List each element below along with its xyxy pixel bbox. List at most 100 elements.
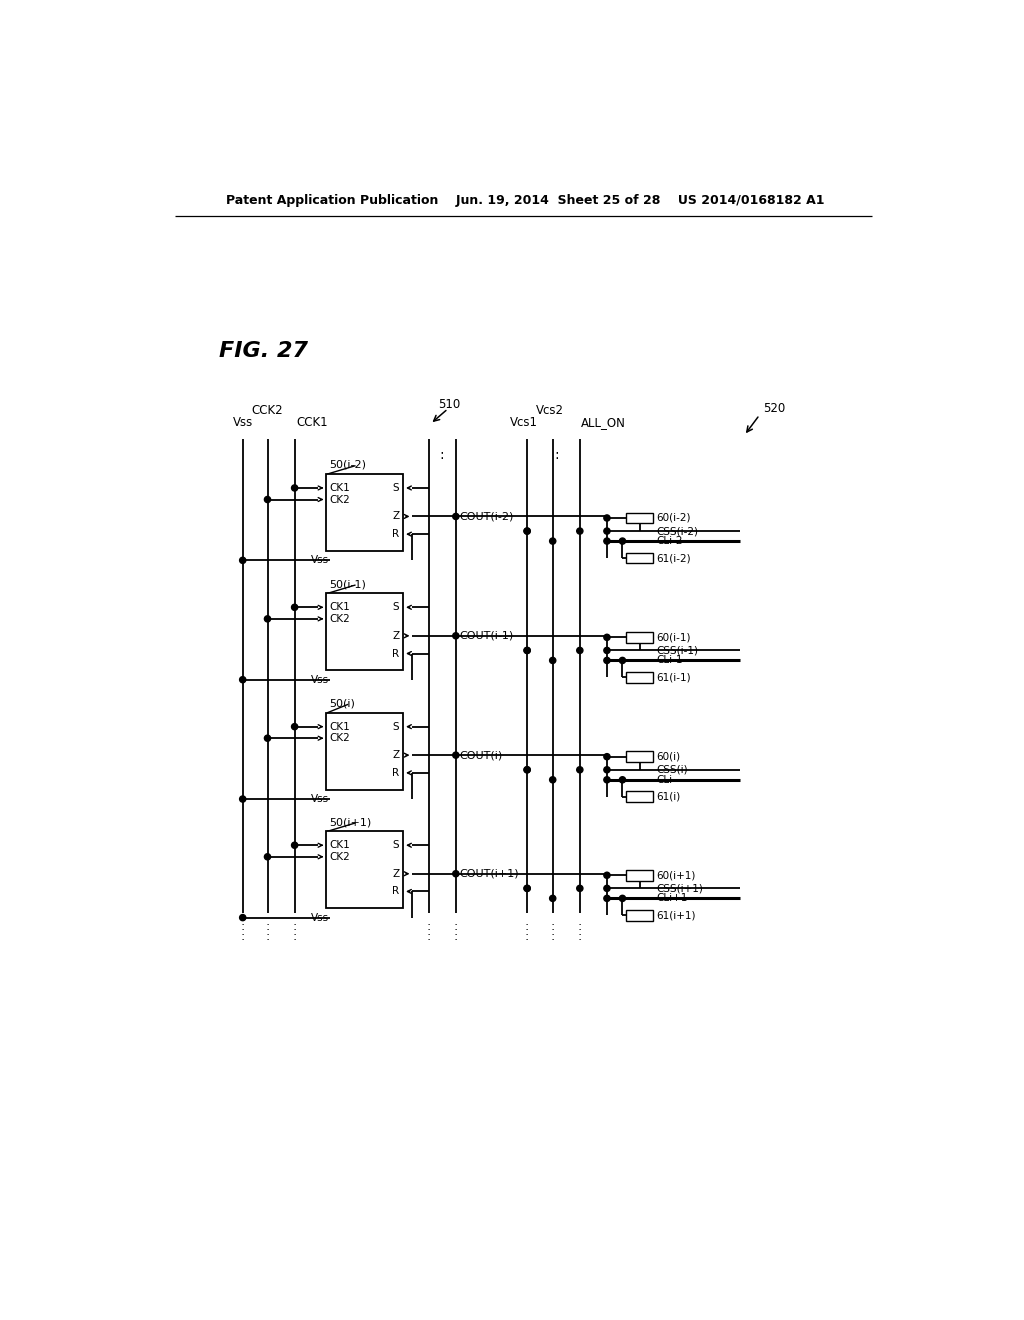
Bar: [326, 474, 403, 552]
Text: :: :: [551, 920, 555, 933]
Text: COUT(i+1): COUT(i+1): [460, 869, 519, 879]
Text: CK1: CK1: [330, 722, 350, 731]
Text: :: :: [241, 920, 245, 933]
Text: FIG. 27: FIG. 27: [219, 341, 308, 360]
Circle shape: [240, 557, 246, 564]
Circle shape: [604, 539, 610, 544]
Text: COUT(i-1): COUT(i-1): [460, 631, 514, 640]
Text: :: :: [427, 920, 431, 933]
Bar: [326, 594, 403, 671]
Text: R: R: [392, 529, 399, 539]
Circle shape: [604, 776, 610, 783]
Bar: [627, 553, 653, 564]
Text: 60(i): 60(i): [656, 751, 681, 762]
Text: CK2: CK2: [330, 851, 350, 862]
Circle shape: [550, 539, 556, 544]
Text: 50(i+1): 50(i+1): [330, 817, 372, 828]
Circle shape: [453, 513, 459, 520]
Circle shape: [604, 515, 610, 521]
Text: Z: Z: [392, 631, 399, 640]
Text: :: :: [525, 920, 529, 933]
Text: 50(i-2): 50(i-2): [330, 459, 367, 470]
Text: CSS(i-1): CSS(i-1): [656, 645, 698, 656]
Text: R: R: [392, 648, 399, 659]
Circle shape: [453, 752, 459, 758]
Text: :: :: [578, 920, 582, 933]
Circle shape: [604, 754, 610, 760]
Text: :: :: [265, 920, 269, 933]
Text: :: :: [578, 929, 582, 942]
Circle shape: [524, 647, 530, 653]
Text: CSS(i+1): CSS(i+1): [656, 883, 703, 894]
Text: CLi: CLi: [656, 775, 673, 785]
Text: R: R: [392, 887, 399, 896]
Text: :: :: [293, 929, 297, 942]
Circle shape: [453, 632, 459, 639]
Circle shape: [550, 657, 556, 664]
Circle shape: [577, 886, 583, 891]
Bar: [627, 909, 653, 921]
Circle shape: [604, 767, 610, 774]
Text: CLi+1: CLi+1: [656, 894, 688, 903]
Text: 60(i-1): 60(i-1): [656, 632, 691, 643]
Text: :: :: [265, 929, 269, 942]
Text: Vcs2: Vcs2: [536, 404, 563, 417]
Text: Vss: Vss: [311, 556, 330, 565]
Circle shape: [524, 886, 530, 891]
Circle shape: [604, 528, 610, 535]
Text: :: :: [454, 929, 458, 942]
Text: CCK1: CCK1: [296, 416, 328, 429]
Text: COUT(i-2): COUT(i-2): [460, 511, 514, 521]
Text: CLi-1: CLi-1: [656, 656, 683, 665]
Text: CCK2: CCK2: [252, 404, 284, 417]
Circle shape: [292, 842, 298, 849]
Text: 520: 520: [764, 403, 785, 416]
Text: Vss: Vss: [311, 675, 330, 685]
Circle shape: [524, 528, 530, 535]
Text: ALL_ON: ALL_ON: [582, 416, 627, 429]
Text: Vss: Vss: [311, 795, 330, 804]
Text: CSS(i): CSS(i): [656, 764, 688, 775]
Text: Vss: Vss: [311, 912, 330, 923]
Circle shape: [453, 871, 459, 876]
Circle shape: [292, 605, 298, 610]
Text: :: :: [439, 447, 444, 462]
Text: Z: Z: [392, 511, 399, 521]
Circle shape: [264, 854, 270, 859]
Text: Vss: Vss: [232, 416, 253, 429]
Circle shape: [620, 776, 626, 783]
Circle shape: [292, 723, 298, 730]
Text: S: S: [392, 841, 399, 850]
Text: 61(i+1): 61(i+1): [656, 911, 696, 920]
Bar: [627, 870, 653, 880]
Text: Vcs1: Vcs1: [510, 416, 538, 429]
Text: :: :: [427, 929, 431, 942]
Circle shape: [550, 776, 556, 783]
Circle shape: [264, 496, 270, 503]
Circle shape: [264, 735, 270, 742]
Text: 50(i): 50(i): [330, 698, 355, 709]
Text: Patent Application Publication    Jun. 19, 2014  Sheet 25 of 28    US 2014/01681: Patent Application Publication Jun. 19, …: [225, 194, 824, 207]
Circle shape: [620, 539, 626, 544]
Text: CK1: CK1: [330, 841, 350, 850]
Circle shape: [604, 895, 610, 902]
Text: 50(i-1): 50(i-1): [330, 579, 367, 589]
Text: :: :: [525, 929, 529, 942]
Circle shape: [550, 895, 556, 902]
Text: :: :: [241, 929, 245, 942]
Bar: [326, 713, 403, 789]
Text: Z: Z: [392, 869, 399, 879]
Text: :: :: [551, 929, 555, 942]
Text: CK2: CK2: [330, 733, 350, 743]
Text: R: R: [392, 768, 399, 777]
Bar: [627, 672, 653, 682]
Circle shape: [604, 873, 610, 878]
Text: Z: Z: [392, 750, 399, 760]
Circle shape: [524, 647, 530, 653]
Text: 510: 510: [438, 399, 460, 412]
Circle shape: [524, 767, 530, 774]
Circle shape: [240, 796, 246, 803]
Text: 60(i+1): 60(i+1): [656, 870, 696, 880]
Text: CK2: CK2: [330, 495, 350, 504]
Circle shape: [604, 657, 610, 664]
